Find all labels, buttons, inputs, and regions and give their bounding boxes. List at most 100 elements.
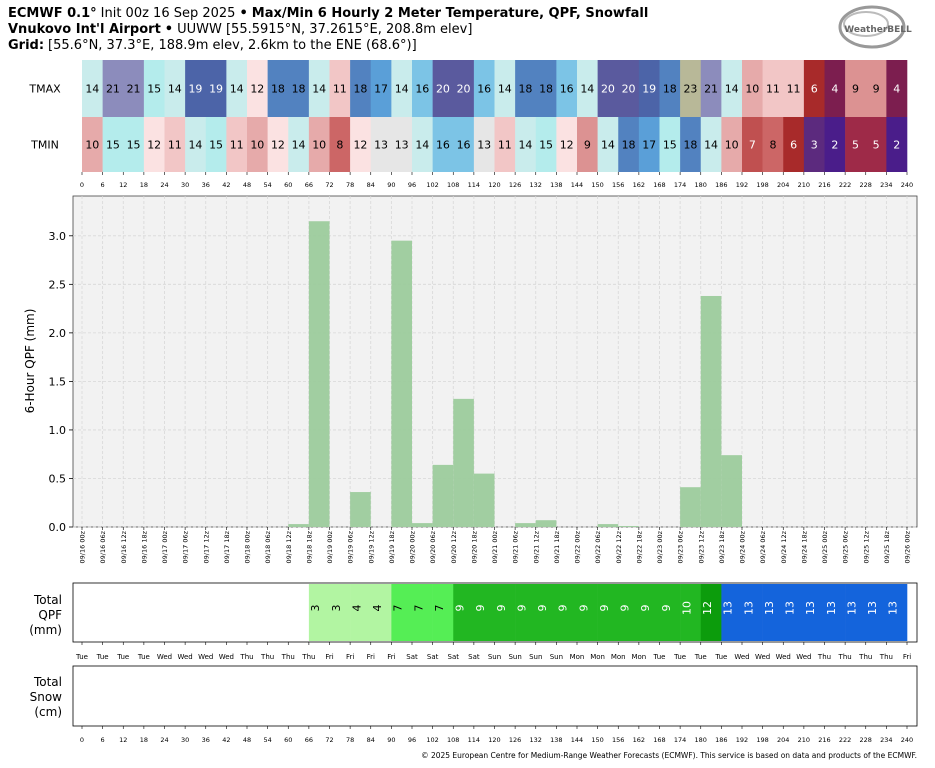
temp-cell [680,60,702,117]
x-tick-label: 09/25 00z [821,530,829,563]
x-tick-label: 09/23 12z [697,530,705,563]
total-qpf-label: 13 [866,601,879,615]
x-tick-label: 09/23 18z [718,530,726,563]
hour-tick-label: 6 [101,736,105,744]
day-label: Sun [550,653,563,661]
temp-label: 14 [704,139,718,152]
temp-label: 14 [168,83,182,96]
temp-cell [597,60,619,117]
x-tick-label: 09/16 12z [120,530,128,563]
day-label: Wed [198,653,213,661]
temp-cell [845,60,867,117]
temp-cell [143,60,165,117]
logo-swirl [843,11,889,37]
day-label: Tue [694,653,707,661]
day-label: Wed [177,653,192,661]
temp-cell [391,117,413,172]
total-qpf-cell [680,584,702,641]
hour-tick-label: 138 [550,181,562,189]
temp-label: 11 [168,139,182,152]
temp-label: 14 [230,83,244,96]
bar [680,487,701,527]
hour-tick-label: 144 [571,181,583,189]
temp-label: 4 [893,83,900,96]
temp-cell [432,117,454,172]
hour-tick-label: 54 [263,181,271,189]
hour-tick-label: 36 [202,181,210,189]
day-label: Wed [796,653,811,661]
total-qpf-cell [824,584,846,641]
station: Vnukovo Int'l Airport [8,22,161,37]
temp-cell [494,117,516,172]
bar [391,240,412,527]
total-qpf-label: 12 [701,601,714,615]
x-tick-label: 09/19 06z [347,530,355,563]
temp-cell [432,60,454,117]
hour-tick-label: 36 [202,736,210,744]
hour-tick-label: 204 [777,736,789,744]
day-label: Mon [590,653,605,661]
hour-tick-label: 132 [530,736,542,744]
temp-cell [721,60,743,117]
x-tick-label: 09/18 00z [244,530,252,563]
temp-cell [205,60,227,117]
hour-tick-label: 198 [756,736,768,744]
total-qpf-cell [350,584,372,641]
station-line: Vnukovo Int'l Airport • UUWW [55.5915°N, 3… [8,22,472,37]
hour-tick-label: 96 [408,181,416,189]
hour-tick-label: 12 [119,736,127,744]
total-qpf-cell [535,584,557,641]
total-qpf-label: 10 [680,601,693,615]
temp-label: 11 [230,139,244,152]
hour-tick-label: 138 [550,736,562,744]
temp-label: 21 [127,83,141,96]
total-qpf-cell [494,584,516,641]
hour-tick-label: 210 [798,736,810,744]
hour-tick-label: 30 [181,181,189,189]
hour-tick-label: 156 [612,181,624,189]
temp-label: 18 [663,83,677,96]
temp-cell [742,60,763,117]
temp-label: 12 [560,139,574,152]
x-tick-label: 09/19 18z [388,530,396,563]
temp-label: 14 [601,139,615,152]
y-tick-label: 2.0 [49,327,67,340]
temp-label: 8 [336,139,343,152]
temp-label: 12 [271,139,285,152]
temp-label: 5 [873,139,880,152]
y-tick-label: 0.0 [49,521,67,534]
temp-label: 10 [250,139,264,152]
day-label: Fri [325,653,333,661]
day-label: Sat [406,653,418,661]
temp-cell [82,60,103,117]
hour-tick-label: 222 [839,181,851,189]
hour-tick-label: 150 [591,181,603,189]
temp-label: 7 [749,139,756,152]
temp-cell [638,117,660,172]
model: ECMWF 0.1° [8,6,97,21]
temp-label: 14 [188,139,202,152]
x-tick-label: 09/20 12z [450,530,458,563]
row-label: TMIN [30,139,59,152]
total-qpf-label: 9 [598,605,611,612]
hour-tick-label: 150 [591,736,603,744]
total-qpf-label: 9 [557,605,570,612]
y-tick-label: 3.0 [49,230,67,243]
hour-tick-label: 198 [756,181,768,189]
temp-cell [680,117,702,172]
temp-label: 18 [271,83,285,96]
temp-label: 17 [642,139,656,152]
day-label: Wed [157,653,172,661]
temp-cell [267,60,289,117]
temp-label: 16 [560,83,574,96]
bar [597,524,619,527]
bar [412,523,433,527]
temp-cell [288,60,310,117]
row-label: TMAX [28,83,61,96]
hour-tick-label: 18 [140,181,148,189]
temp-cell [164,60,186,117]
temp-cell [762,60,784,117]
hour-tick-label: 48 [243,181,251,189]
title-line: ECMWF 0.1° Init 00z 16 Sep 2025 • Max/Min 6… [8,6,648,21]
x-tick-label: 09/25 18z [883,530,891,563]
